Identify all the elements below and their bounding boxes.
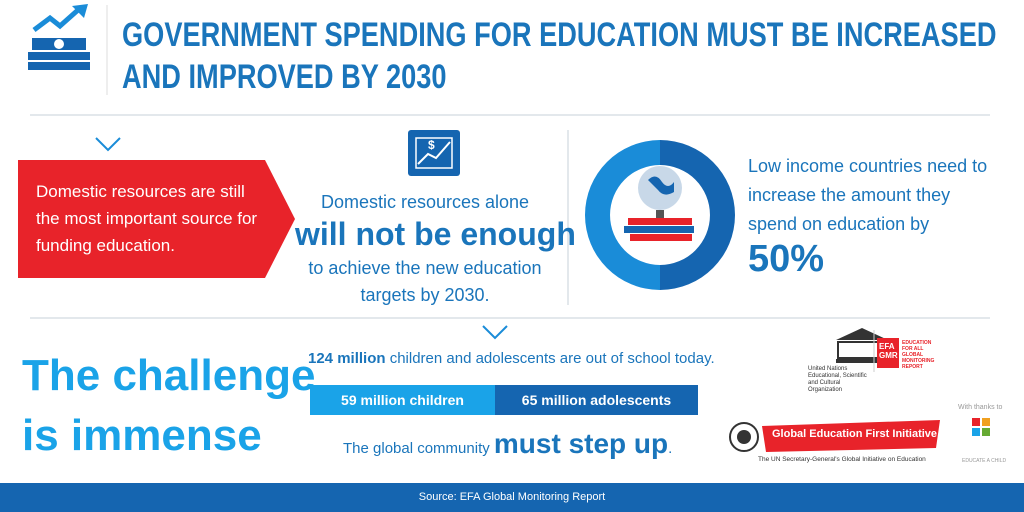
text: children and adolescents are out of scho… [385,350,715,367]
segment [310,385,495,415]
efa-logo [877,338,899,368]
title: GOVERNMENT SPENDING FOR EDUCATION MUST B… [122,14,996,98]
emphasis: will not be enough [295,216,576,252]
eac-logo [972,418,990,436]
figure: 50% [748,238,825,280]
footer-bar [0,483,1024,512]
challenge-line: The challenge [22,351,316,400]
chart-icon: $ [408,130,460,176]
svg-text:$: $ [428,138,435,152]
challenge: The challenge is immense [22,346,315,466]
callout-box [18,160,295,278]
text: The global community [343,440,494,457]
highlight: 124 million [308,350,386,367]
un-logo [729,422,759,452]
middle-block: Domestic resources alone will not be eno… [295,190,576,308]
title-line: GOVERNMENT SPENDING FOR EDUCATION MUST B… [122,16,997,54]
chevron [95,137,121,152]
emphasis: must step up [493,428,669,459]
challenge-line: is immense [22,411,262,460]
segment-label: 59 million children [341,392,464,408]
thanks: With thanks to [958,404,1003,411]
chevron [482,325,508,340]
text: Domestic resources alone [320,192,530,212]
text: targets by 2030. [360,285,490,305]
eac-text: EDUCATE A CHILD [962,458,1007,464]
money-icon [28,4,90,70]
source: Source: EFA Global Monitoring Report [418,491,606,503]
efa-text: EFA GMR [879,342,898,360]
stat-line: 124 million children and adolescents are… [308,350,715,367]
unesco-text: United Nations Educational, Scientific a… [808,366,867,393]
callout-text: Domestic resources are still the most im… [36,182,258,255]
segment-label: 65 million adolescents [521,392,672,408]
text: to achieve the new education [308,258,542,278]
efa-sub: EDUCATION FOR ALL GLOBAL MONITORING REPO… [902,340,935,370]
title-line: AND IMPROVED BY 2030 [122,58,447,96]
donut [585,140,735,290]
call-line: The global community must step up. [343,428,672,460]
gefi-text: Global Education First Initiative [772,428,938,440]
text: . [668,440,673,457]
right-text: Low income countries need to increase th… [748,156,988,234]
gefi-sub: The UN Secretary-General's Global Initia… [758,456,926,463]
gefi-banner [762,420,940,452]
segment [495,385,698,415]
